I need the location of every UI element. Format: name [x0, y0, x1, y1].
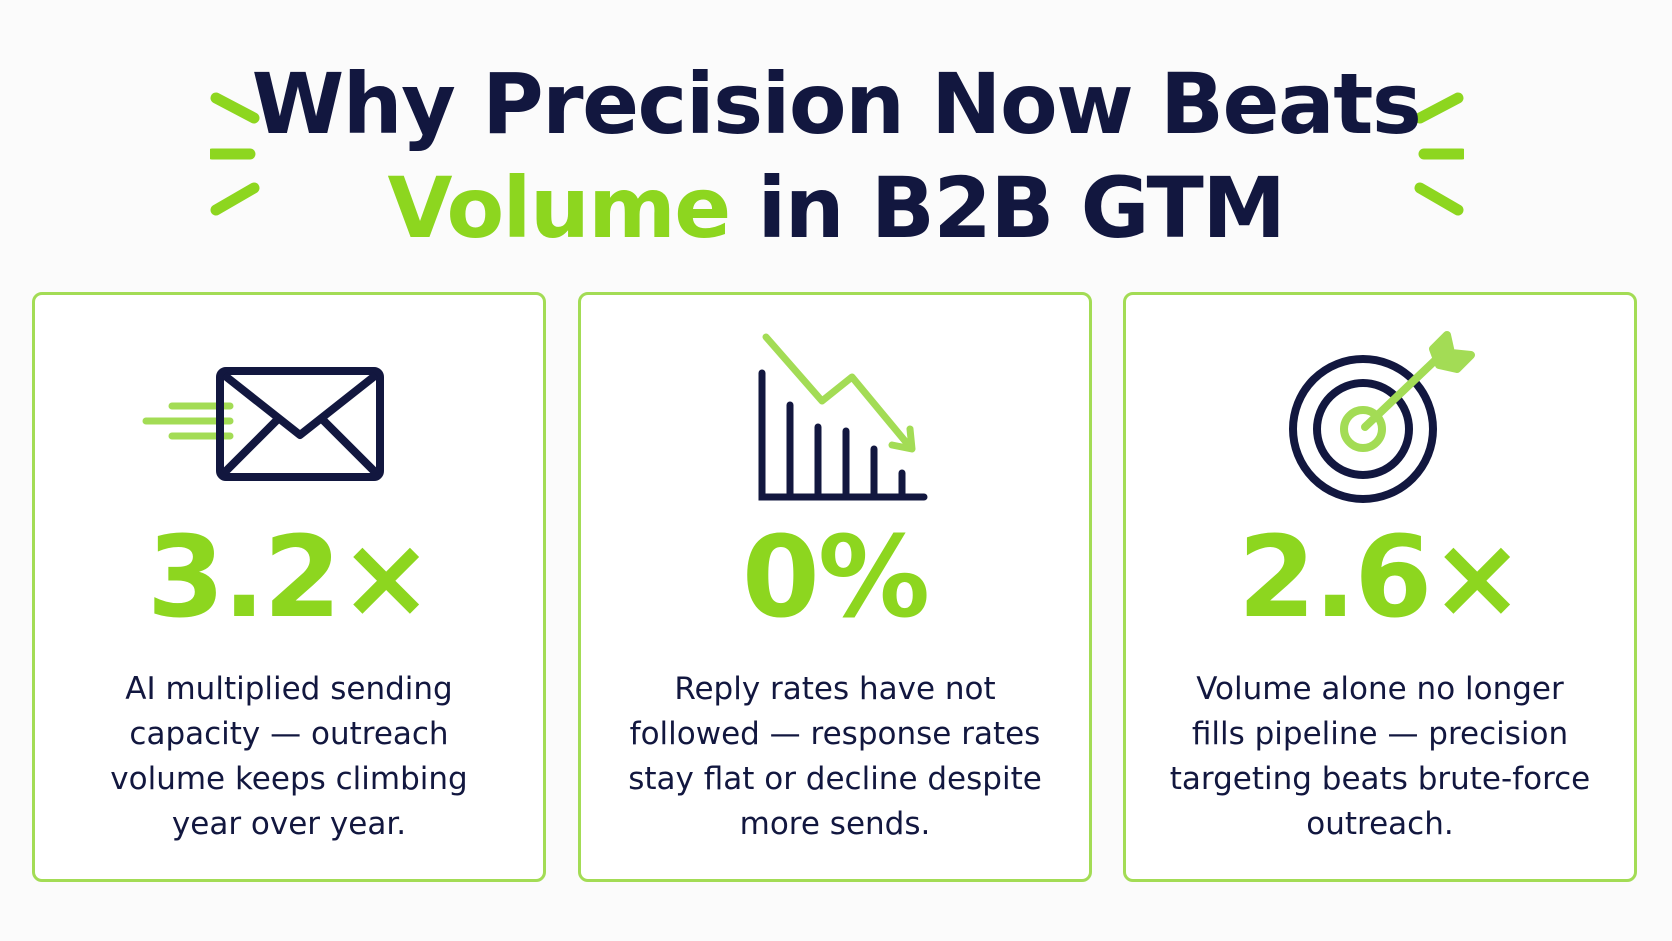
declining-chart-icon	[758, 333, 928, 501]
stat-description: Volume alone no longer fills pipeline — …	[1169, 671, 1591, 842]
title-accent-word: Volume	[387, 159, 732, 257]
page-title: Why Precision Now Beats Volume in B2B GT…	[0, 52, 1672, 260]
stat-value: 3.2×	[146, 513, 433, 643]
stat-card-outreach-volume: 3.2× AI multiplied sending capacity — ou…	[32, 292, 546, 882]
left-burst-decoration	[210, 92, 260, 216]
stat-card-precision-targeting: 2.6× Volume alone no longer fills pipeli…	[1123, 292, 1637, 882]
title-line-2-rest: in B2B GTM	[729, 159, 1286, 257]
target-icon	[1289, 331, 1475, 503]
stat-description: AI multiplied sending capacity — outreac…	[110, 671, 468, 842]
envelope-icon	[142, 367, 384, 481]
stat-value: 0%	[741, 513, 930, 643]
title-line-1: Why Precision Now Beats	[251, 55, 1422, 153]
stat-card-reply-rates: 0% Reply rates have not followed — respo…	[578, 292, 1092, 882]
right-burst-decoration	[1414, 92, 1464, 216]
stat-description: Reply rates have not followed — response…	[628, 671, 1042, 842]
title-line-2: Volume in B2B GTM	[0, 156, 1672, 260]
stat-value: 2.6×	[1237, 513, 1524, 643]
